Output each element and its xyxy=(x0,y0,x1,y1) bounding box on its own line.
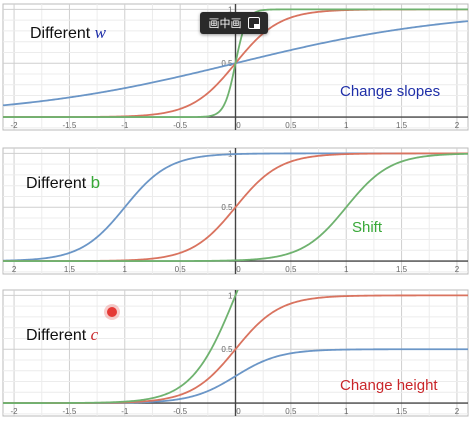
x-tick-label: -1.5 xyxy=(63,407,77,416)
panel-title: Different c xyxy=(26,325,99,344)
panel-annotation: Change height xyxy=(340,377,438,394)
x-tick-label: 0 xyxy=(236,265,241,274)
x-tick-label: 1.5 xyxy=(64,265,76,274)
pip-icon xyxy=(247,17,260,29)
y-tick-label: 0.5 xyxy=(221,59,233,68)
panel-annotation: Change slopes xyxy=(340,83,440,100)
x-tick-label: 1.5 xyxy=(396,265,408,274)
x-tick-label: -0.5 xyxy=(173,121,187,130)
x-tick-label: -1.5 xyxy=(63,121,77,130)
series-line-green xyxy=(3,290,239,404)
x-tick-label: 0 xyxy=(236,121,241,130)
panel-title: Different b xyxy=(26,173,100,192)
x-tick-label: 2 xyxy=(455,121,460,130)
x-tick-label: -1 xyxy=(121,407,129,416)
panel-title: Different w xyxy=(30,23,107,42)
y-tick-label: 1 xyxy=(228,291,233,300)
x-tick-label: 0 xyxy=(236,407,241,416)
y-tick-label: 0.5 xyxy=(221,203,233,212)
series-line-green xyxy=(3,152,468,262)
x-tick-label: 1 xyxy=(344,265,349,274)
y-tick-label: 1 xyxy=(228,5,233,14)
pointer-cursor-dot xyxy=(107,307,117,317)
x-tick-label: 0.5 xyxy=(285,407,297,416)
series-line-green xyxy=(3,8,468,118)
x-tick-label: 1 xyxy=(123,265,128,274)
x-tick-label: 2 xyxy=(12,265,17,274)
x-tick-label: -2 xyxy=(11,407,19,416)
picture-in-picture-button[interactable]: 画中画 xyxy=(200,12,268,34)
chart-panel-3: -2 -1.5 -1 -0.5 0 0.5 1 1.5 2 1 0.5 Different c Chan… xyxy=(2,289,469,417)
x-tick-label: -2 xyxy=(11,121,19,130)
x-tick-label: 1 xyxy=(344,407,349,416)
x-tick-label: 1 xyxy=(344,121,349,130)
x-tick-label: -1 xyxy=(121,121,129,130)
x-tick-label: -0.5 xyxy=(173,407,187,416)
x-tick-label: 1.5 xyxy=(396,407,408,416)
x-tick-label: 2 xyxy=(455,407,460,416)
x-tick-label: 0.5 xyxy=(285,265,297,274)
x-tick-label: 0.5 xyxy=(175,265,187,274)
panel-annotation: Shift xyxy=(352,219,383,236)
pip-label: 画中画 xyxy=(208,17,242,30)
x-tick-label: 1.5 xyxy=(396,121,408,130)
x-tick-label: 0.5 xyxy=(285,121,297,130)
y-tick-label: 0.5 xyxy=(221,345,233,354)
x-tick-label: 2 xyxy=(455,265,460,274)
